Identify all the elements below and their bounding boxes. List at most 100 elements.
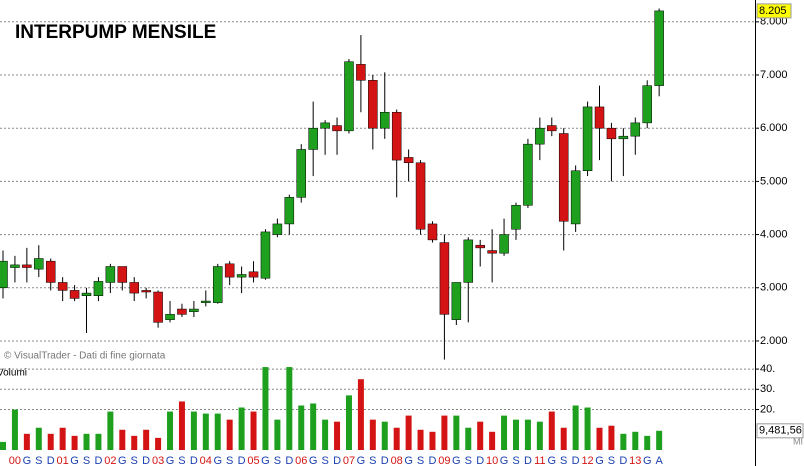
candle-body — [558, 133, 569, 222]
candle-body — [618, 135, 629, 140]
x-tick-label: 13 — [629, 455, 641, 466]
volume-bar — [632, 431, 639, 450]
candle-body — [0, 260, 8, 289]
y-tick-label: 40. — [760, 363, 775, 375]
volume-bar — [560, 427, 567, 450]
x-tick-label: S — [369, 455, 376, 466]
candle-body — [212, 266, 223, 303]
volume-bar — [477, 421, 484, 450]
candle-body — [45, 260, 56, 283]
x-tick-label: D — [238, 455, 246, 466]
x-tick-label: 00 — [9, 455, 21, 466]
volume-bar — [369, 419, 376, 450]
y-tick-label: 3.000 — [760, 282, 788, 294]
x-tick-label: 02 — [104, 455, 116, 466]
volume-bar — [178, 401, 185, 450]
volume-bar — [357, 379, 364, 450]
x-tick-label: 11 — [534, 455, 545, 466]
volume-bar — [524, 419, 531, 450]
candle-body — [368, 80, 378, 129]
candle-body — [630, 122, 641, 137]
candle-body — [105, 266, 116, 283]
x-tick-label: 04 — [200, 455, 212, 466]
candle-body — [391, 111, 402, 161]
volume-bar — [381, 421, 388, 450]
volume-bar — [405, 415, 412, 450]
volume-bar — [226, 419, 233, 450]
x-tick-label: D — [47, 455, 55, 466]
candle-body — [654, 10, 664, 86]
candle-body — [248, 271, 259, 278]
candle-body — [189, 308, 199, 312]
x-tick-label: S — [608, 455, 615, 466]
y-tick-label: 8.000 — [760, 16, 788, 28]
volume-bar — [548, 411, 555, 450]
x-tick-label: G — [309, 455, 318, 466]
candle-body — [224, 263, 235, 278]
candle-body — [57, 282, 68, 291]
volume-bar — [310, 403, 317, 450]
candle-body — [34, 258, 44, 270]
candle-body — [129, 282, 139, 294]
y-tick-label: 5.000 — [760, 175, 788, 187]
candle-body — [403, 157, 414, 164]
volume-bar — [155, 437, 162, 450]
volume-bar — [644, 435, 651, 450]
candle-body — [487, 250, 497, 254]
volume-bar — [107, 411, 114, 450]
x-tick-label: 09 — [438, 455, 450, 466]
x-tick-label: D — [429, 455, 437, 466]
x-tick-label: G — [500, 455, 509, 466]
candle-body — [475, 244, 485, 249]
candle-body — [535, 127, 545, 145]
x-tick-label: D — [381, 455, 389, 466]
volume-bar — [584, 407, 591, 450]
x-tick-label: G — [643, 455, 652, 466]
candle-body — [165, 314, 175, 320]
x-tick-label: D — [524, 455, 532, 466]
candle-body — [439, 242, 450, 315]
x-tick-label: S — [274, 455, 281, 466]
x-tick-label: G — [118, 455, 127, 466]
volume-bar — [536, 421, 543, 450]
x-tick-label: D — [572, 455, 580, 466]
y-tick-label: 4.000 — [760, 228, 788, 240]
candle-body — [201, 300, 211, 303]
volume-bar — [453, 415, 460, 450]
volume-bar — [190, 411, 197, 450]
volume-bar — [238, 407, 245, 450]
x-tick-label: D — [333, 455, 341, 466]
candle-body — [69, 290, 80, 299]
x-tick-label: S — [35, 455, 42, 466]
volume-bar — [417, 429, 424, 450]
x-tick-label: 10 — [486, 455, 498, 466]
candle-body — [308, 127, 318, 150]
volume-bar — [71, 435, 78, 450]
candle-body — [463, 239, 474, 283]
candle-body — [594, 106, 605, 129]
x-tick-label: G — [70, 455, 79, 466]
x-tick-label: D — [476, 455, 484, 466]
candle-body — [582, 106, 593, 171]
x-tick-label: S — [465, 455, 472, 466]
volume-bar — [214, 413, 221, 450]
candle-body — [22, 264, 32, 268]
x-tick-label: S — [417, 455, 424, 466]
candle-body — [547, 125, 557, 132]
volume-bar — [501, 415, 508, 450]
x-tick-label: D — [285, 455, 293, 466]
candle-body — [332, 125, 342, 132]
x-tick-label: G — [452, 455, 461, 466]
y-tick-label: 6.000 — [760, 122, 788, 134]
volume-bar — [274, 419, 281, 450]
volume-bar — [286, 367, 293, 450]
volume-bar — [298, 405, 305, 450]
volume-title: Volumi — [0, 368, 27, 379]
candle-body — [320, 122, 330, 129]
x-tick-label: 03 — [152, 455, 164, 466]
candle-body — [10, 264, 20, 268]
candle-body — [153, 291, 163, 323]
x-tick-label: 01 — [57, 455, 69, 466]
volume-bar — [262, 367, 269, 450]
